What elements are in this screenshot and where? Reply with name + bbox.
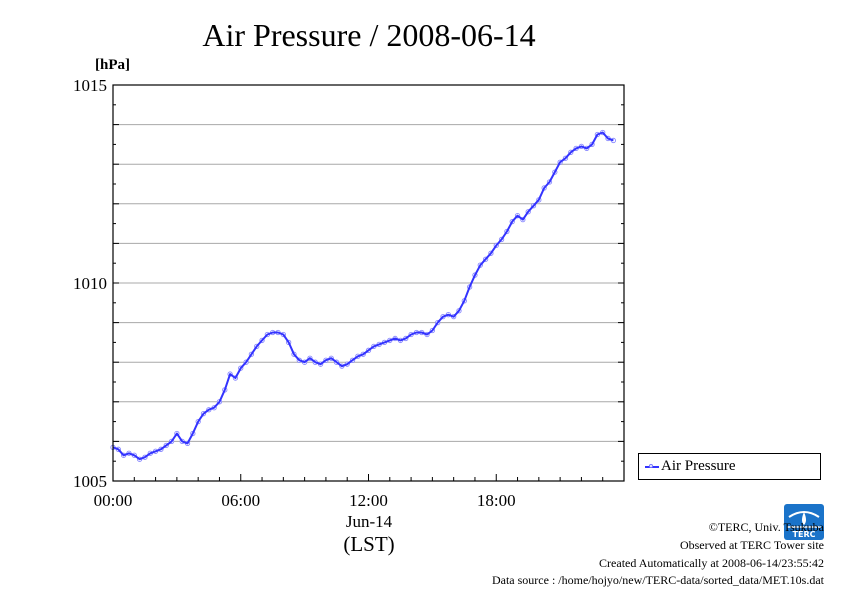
chart-title: Air Pressure / 2008-06-14 bbox=[202, 17, 535, 53]
plot-frame bbox=[112, 84, 625, 482]
legend-marker-swatch bbox=[649, 464, 653, 468]
y-tick-label: 1010 bbox=[73, 274, 107, 293]
credit-created-at: Created Automatically at 2008-06-14/23:5… bbox=[599, 556, 824, 570]
grid-lines bbox=[113, 124, 624, 442]
svg-text:TERC: TERC bbox=[793, 530, 816, 539]
credit-copyright: ©TERC, Univ. Tsukuba bbox=[708, 520, 824, 534]
x-tick-label: 06:00 bbox=[221, 491, 260, 510]
x-axis-timezone-label: (LST) bbox=[343, 532, 394, 556]
y-axis-unit-label: [hPa] bbox=[95, 57, 130, 73]
x-axis-date-label: Jun-14 bbox=[346, 512, 393, 531]
terc-logo: TERC bbox=[783, 503, 825, 541]
legend: Air Pressure bbox=[638, 453, 821, 480]
x-tick-label: 18:00 bbox=[477, 491, 516, 510]
series-line bbox=[112, 131, 614, 461]
credit-observation-site: Observed at TERC Tower site bbox=[679, 538, 824, 552]
y-tick-label: 1015 bbox=[73, 76, 107, 95]
series-air-pressure bbox=[110, 129, 617, 462]
legend-label-air-pressure: Air Pressure bbox=[661, 458, 736, 474]
credit-data-source: Data source : /home/hojyo/new/TERC-data/… bbox=[491, 573, 824, 587]
x-tick-label: 00:00 bbox=[94, 491, 133, 510]
y-tick-label: 1005 bbox=[73, 472, 107, 491]
x-tick-label: 12:00 bbox=[349, 491, 388, 510]
axis-tick-labels: 1005 1010 1015 00:00 06:00 12:00 18:00 bbox=[73, 76, 516, 510]
